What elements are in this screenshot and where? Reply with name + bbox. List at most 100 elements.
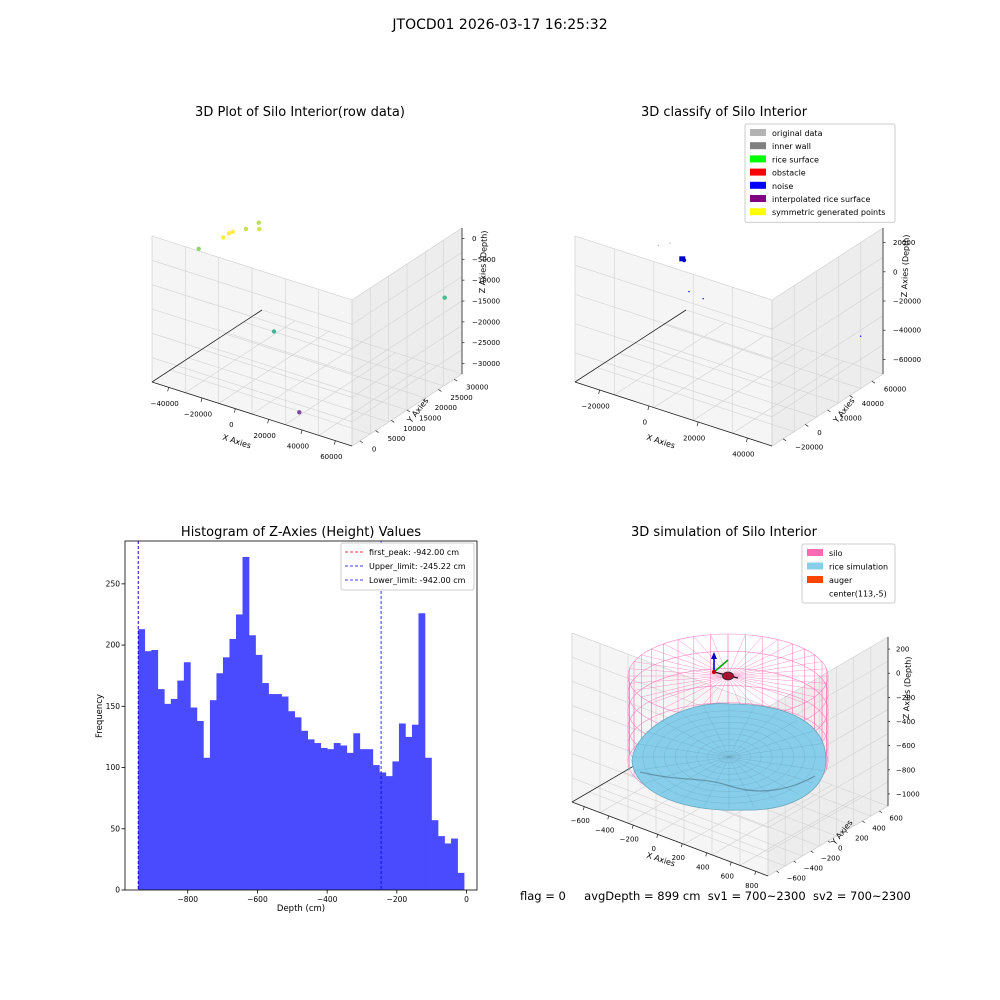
rice-mesh	[728, 720, 798, 758]
histogram-bar	[203, 757, 211, 890]
data-point	[196, 246, 201, 251]
tick	[333, 440, 336, 445]
panel-silo-simulation: 3D simulation of Silo Interior −600 −400 −2…	[571, 525, 920, 890]
silo-wire	[727, 643, 793, 677]
histogram-bar	[216, 673, 224, 890]
tick	[776, 870, 780, 874]
grid-line	[693, 348, 805, 421]
grid-line	[597, 367, 795, 432]
data-point	[221, 235, 226, 240]
grid-line	[739, 795, 861, 866]
tick	[300, 429, 303, 435]
legend-swatch	[750, 181, 766, 189]
rice-mesh	[728, 730, 814, 758]
grid-line	[574, 235, 773, 301]
histogram-bar	[249, 635, 256, 890]
rice-mesh	[728, 756, 755, 808]
center-marker	[711, 669, 717, 675]
y-tick-label: 0	[817, 429, 821, 437]
rice-mesh	[728, 756, 778, 803]
z-tick-label: −25000	[472, 339, 500, 347]
y-tick-label: −400	[804, 865, 823, 873]
histogram-bar	[164, 703, 172, 890]
silo-wire	[629, 668, 729, 677]
chart-title: 3D classify of Silo Interior	[641, 105, 808, 120]
histogram-bar	[170, 698, 178, 890]
y-tick-label: 30000	[466, 384, 488, 392]
histogram-bar	[268, 694, 276, 890]
legend-label: Lower_limit: -942.00 cm	[369, 576, 466, 585]
z-tick-label: −15000	[472, 298, 500, 306]
rice-ridge	[639, 771, 816, 792]
legend-label: symmetric generated points	[772, 208, 885, 217]
grid-line	[685, 309, 884, 375]
y-tick-label: 25000	[450, 394, 472, 402]
rice-mesh	[728, 743, 823, 758]
y-tick-label: 0	[115, 886, 120, 895]
z-axis-label: Z Axies (Depth)	[900, 234, 911, 297]
sv2-text: sv2 = 700~2300	[812, 889, 911, 903]
y-tick-label: 400	[872, 825, 885, 833]
x-axis-label: X Axies	[221, 433, 252, 451]
grid-line	[261, 309, 463, 375]
silo-wire	[629, 675, 729, 684]
grid-line	[771, 315, 884, 388]
tick	[656, 834, 659, 838]
tick	[167, 387, 170, 392]
x-tick-label: −800	[177, 895, 198, 904]
y-tick-label: 150	[106, 702, 121, 711]
grid-line	[571, 777, 769, 853]
tick	[827, 840, 831, 844]
histogram-bar	[451, 838, 458, 890]
x-tick-label: 20000	[683, 435, 705, 443]
histogram-bar	[392, 761, 400, 890]
rice-mesh	[644, 756, 730, 784]
x-axis-line	[574, 309, 687, 383]
y-tick-label: 20000	[840, 415, 862, 423]
histogram-bar	[307, 739, 315, 890]
x-tick-label: −600	[247, 895, 268, 904]
legend-label: silo	[829, 549, 843, 558]
rice-mesh	[728, 756, 823, 771]
x-tick-label: 40000	[287, 443, 309, 451]
z-tick-label: −200	[896, 694, 915, 702]
tick	[607, 815, 610, 820]
chart-title: 3D Plot of Silo Interior(row data)	[195, 105, 405, 120]
rice-mesh	[728, 706, 755, 758]
tick	[631, 825, 634, 829]
data-point	[702, 298, 704, 300]
y-tick-label: 60000	[884, 386, 906, 394]
x-tick-label: −400	[595, 826, 614, 834]
sv1-text: sv1 = 700~2300	[707, 889, 806, 903]
histogram-bar	[457, 872, 465, 890]
legend-label: interpolated rice surface	[772, 195, 870, 204]
silo-wire	[727, 654, 815, 677]
z-tick-label: −60000	[893, 356, 921, 364]
y-tick-label: 0	[838, 845, 842, 853]
rice-mesh	[680, 756, 730, 803]
histogram-bar	[320, 747, 328, 890]
data-point	[271, 329, 277, 334]
histogram-bar	[379, 772, 387, 890]
figure-title: JTOCD01 2026-03-17 16:25:32	[392, 17, 608, 33]
histogram-bar	[242, 556, 250, 890]
y-tick-label: 15000	[419, 415, 441, 423]
histogram-bar	[431, 820, 439, 890]
data-point	[669, 242, 671, 244]
silo-wire	[727, 634, 746, 677]
histogram-bar	[359, 749, 367, 890]
x-tick-label: −200	[620, 836, 639, 844]
legend-label: original data	[772, 129, 823, 138]
histogram-bar	[372, 765, 380, 890]
z-tick-label: −30000	[472, 360, 500, 368]
tick	[422, 399, 426, 403]
histogram-bar	[425, 757, 432, 890]
silo-wire	[727, 668, 827, 677]
y-tick-label: 5000	[388, 435, 406, 443]
tick	[582, 806, 585, 811]
grid-line	[151, 235, 353, 301]
rice-mesh	[644, 730, 730, 758]
x-axis-label: Depth (cm)	[277, 904, 325, 914]
x-tick-label: −600	[571, 817, 590, 825]
auger-marker	[722, 671, 734, 681]
